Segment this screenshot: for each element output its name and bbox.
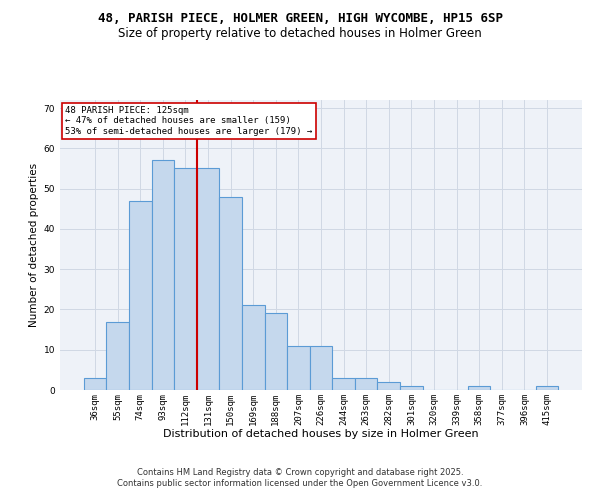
Text: Contains HM Land Registry data © Crown copyright and database right 2025.
Contai: Contains HM Land Registry data © Crown c… bbox=[118, 468, 482, 487]
Y-axis label: Number of detached properties: Number of detached properties bbox=[29, 163, 40, 327]
Bar bbox=[197, 168, 220, 390]
Bar bbox=[265, 314, 287, 390]
Bar bbox=[310, 346, 332, 390]
Bar bbox=[129, 200, 152, 390]
Bar bbox=[84, 378, 106, 390]
Text: 48, PARISH PIECE, HOLMER GREEN, HIGH WYCOMBE, HP15 6SP: 48, PARISH PIECE, HOLMER GREEN, HIGH WYC… bbox=[97, 12, 503, 26]
Text: Size of property relative to detached houses in Holmer Green: Size of property relative to detached ho… bbox=[118, 28, 482, 40]
Bar bbox=[468, 386, 490, 390]
Bar bbox=[355, 378, 377, 390]
Bar bbox=[106, 322, 129, 390]
Bar bbox=[220, 196, 242, 390]
Bar bbox=[152, 160, 174, 390]
Bar bbox=[287, 346, 310, 390]
Bar bbox=[400, 386, 422, 390]
X-axis label: Distribution of detached houses by size in Holmer Green: Distribution of detached houses by size … bbox=[163, 429, 479, 439]
Bar bbox=[332, 378, 355, 390]
Bar bbox=[377, 382, 400, 390]
Bar bbox=[174, 168, 197, 390]
Text: 48 PARISH PIECE: 125sqm
← 47% of detached houses are smaller (159)
53% of semi-d: 48 PARISH PIECE: 125sqm ← 47% of detache… bbox=[65, 106, 313, 136]
Bar bbox=[536, 386, 558, 390]
Bar bbox=[242, 306, 265, 390]
